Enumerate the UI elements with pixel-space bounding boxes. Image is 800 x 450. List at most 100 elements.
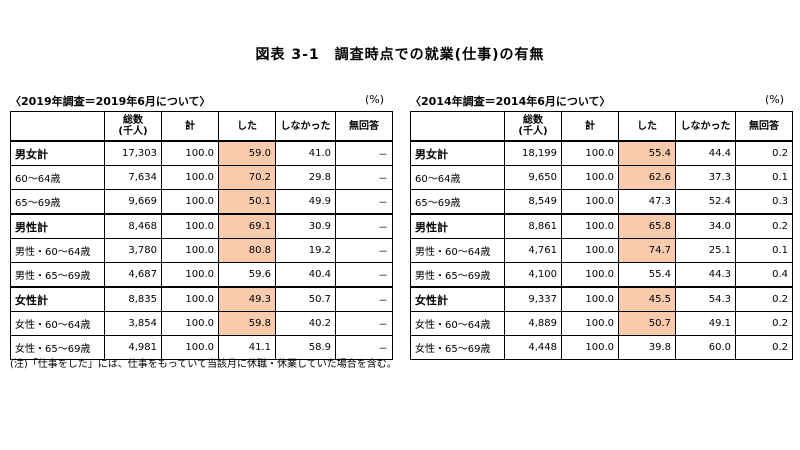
cell-didnot: 44.3 — [675, 262, 736, 288]
table-row: 女性・60～64歳 3,854 100.0 59.8 40.2 － — [10, 311, 393, 336]
cell-total: 18,199 — [504, 140, 562, 166]
header-row: 総数 (千人) 計した しなかった 無回答 — [10, 111, 393, 142]
table-row: 女性・65～69歳 4,981 100.0 41.1 58.9 － — [10, 335, 393, 360]
cell-didnot: 29.8 — [275, 165, 336, 190]
cell-na: － — [335, 165, 393, 190]
table-row: 65～69歳 8,549 100.0 47.3 52.4 0.3 — [410, 189, 793, 215]
column-header: した — [218, 111, 276, 142]
row-label: 60～64歳 — [410, 165, 505, 190]
cell-total: 8,861 — [504, 213, 562, 239]
cell-sum: 100.0 — [161, 140, 219, 166]
column-header: 総数 (千人) — [504, 111, 562, 142]
cell-na: 0.2 — [735, 311, 793, 336]
column-header — [10, 111, 105, 142]
cell-didnot: 58.9 — [275, 335, 336, 360]
row-label: 男性・65～69歳 — [410, 262, 505, 288]
cell-did: 62.6 — [618, 165, 676, 190]
cell-did: 47.3 — [618, 189, 676, 215]
table-row: 女性・65～69歳 4,448 100.0 39.8 60.0 0.2 — [410, 335, 793, 360]
cell-na: － — [335, 286, 393, 312]
cell-did: 59.6 — [218, 262, 276, 288]
footnote: (注)「仕事をした」には、仕事をもっていて当該月に休職・休業していた場合を含む。 — [10, 359, 397, 370]
cell-sum: 100.0 — [561, 238, 619, 263]
cell-total: 3,780 — [104, 238, 162, 263]
row-label: 女性・65～69歳 — [10, 335, 105, 360]
cell-did: 39.8 — [618, 335, 676, 360]
table-row: 65～69歳 9,669 100.0 50.1 49.9 － — [10, 189, 393, 215]
cell-sum: 100.0 — [561, 213, 619, 239]
table-row: 男性・60～64歳 4,761 100.0 74.7 25.1 0.1 — [410, 238, 793, 263]
cell-na: － — [335, 262, 393, 288]
cell-na: 0.2 — [735, 286, 793, 312]
cell-na: － — [335, 213, 393, 239]
cell-did: 45.5 — [618, 286, 676, 312]
row-label: 女性・65～69歳 — [410, 335, 505, 360]
cell-didnot: 44.4 — [675, 140, 736, 166]
column-header: 総数 (千人) — [104, 111, 162, 142]
table-row: 男性計 8,861 100.0 65.8 34.0 0.2 — [410, 213, 793, 239]
cell-total: 4,889 — [504, 311, 562, 336]
table-row: 男性・65～69歳 4,100 100.0 55.4 44.3 0.4 — [410, 262, 793, 288]
data-table: 総数 (千人) 計した しなかった 無回答 男女計 17,303 100.0 59.0 41.… — [10, 111, 393, 360]
cell-total: 4,687 — [104, 262, 162, 288]
cell-did: 50.1 — [218, 189, 276, 215]
header-row: 総数 (千人) 計した しなかった 無回答 — [410, 111, 793, 142]
cell-did: 55.4 — [618, 262, 676, 288]
panel-header: 〈2014年調査＝2014年6月について〉 (%) — [410, 92, 792, 108]
table-panel-2014: 〈2014年調査＝2014年6月について〉 (%) 総数 (千人) 計した しなかっ… — [410, 92, 793, 360]
cell-na: 0.1 — [735, 238, 793, 263]
cell-sum: 100.0 — [161, 335, 219, 360]
cell-did: 50.7 — [618, 311, 676, 336]
cell-na: 0.1 — [735, 165, 793, 190]
cell-did: 49.3 — [218, 286, 276, 312]
row-label: 女性計 — [10, 286, 105, 312]
cell-total: 8,549 — [504, 189, 562, 215]
column-header: 無回答 — [735, 111, 793, 142]
cell-sum: 100.0 — [561, 286, 619, 312]
row-label: 女性計 — [410, 286, 505, 312]
cell-did: 65.8 — [618, 213, 676, 239]
row-label: 男性・65～69歳 — [10, 262, 105, 288]
cell-didnot: 49.1 — [675, 311, 736, 336]
table-row: 女性計 8,835 100.0 49.3 50.7 － — [10, 286, 393, 312]
cell-didnot: 37.3 — [675, 165, 736, 190]
cell-total: 7,634 — [104, 165, 162, 190]
cell-didnot: 50.7 — [275, 286, 336, 312]
cell-did: 59.0 — [218, 140, 276, 166]
cell-sum: 100.0 — [161, 311, 219, 336]
column-header: 計 — [561, 111, 619, 142]
table-header: 総数 (千人) 計した しなかった 無回答 — [10, 111, 393, 142]
cell-na: 0.2 — [735, 140, 793, 166]
row-label: 65～69歳 — [10, 189, 105, 215]
cell-didnot: 30.9 — [275, 213, 336, 239]
table-body: 男女計 17,303 100.0 59.0 41.0 － 60～64歳 7,634 100.0 7… — [10, 140, 393, 360]
cell-total: 8,835 — [104, 286, 162, 312]
cell-did: 69.1 — [218, 213, 276, 239]
table-row: 男性・65～69歳 4,687 100.0 59.6 40.4 － — [10, 262, 393, 288]
table-row: 女性計 9,337 100.0 45.5 54.3 0.2 — [410, 286, 793, 312]
cell-na: － — [335, 140, 393, 166]
cell-sum: 100.0 — [161, 238, 219, 263]
cell-sum: 100.0 — [561, 165, 619, 190]
row-label: 女性・60～64歳 — [410, 311, 505, 336]
table-row: 女性・60～64歳 4,889 100.0 50.7 49.1 0.2 — [410, 311, 793, 336]
unit-label: (%) — [764, 93, 784, 106]
cell-did: 70.2 — [218, 165, 276, 190]
cell-didnot: 41.0 — [275, 140, 336, 166]
cell-total: 4,100 — [504, 262, 562, 288]
table-body: 男女計 18,199 100.0 55.4 44.4 0.2 60～64歳 9,650 100.… — [410, 140, 793, 360]
cell-na: 0.4 — [735, 262, 793, 288]
cell-didnot: 52.4 — [675, 189, 736, 215]
cell-na: 0.2 — [735, 335, 793, 360]
column-header: した — [618, 111, 676, 142]
panel-caption: 〈2014年調査＝2014年6月について〉 — [410, 95, 611, 108]
cell-total: 9,669 — [104, 189, 162, 215]
cell-sum: 100.0 — [161, 262, 219, 288]
row-label: 60～64歳 — [10, 165, 105, 190]
row-label: 男女計 — [410, 140, 505, 166]
row-label: 男性・60～64歳 — [410, 238, 505, 263]
cell-didnot: 25.1 — [675, 238, 736, 263]
cell-total: 4,448 — [504, 335, 562, 360]
cell-did: 59.8 — [218, 311, 276, 336]
cell-did: 55.4 — [618, 140, 676, 166]
